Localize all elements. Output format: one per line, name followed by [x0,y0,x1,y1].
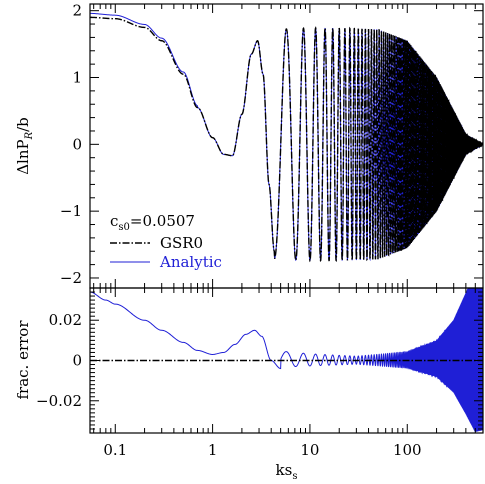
bottom-ytick-label: 0.02 [49,311,82,329]
legend-label-gsr0: GSR0 [160,234,203,252]
top-ytick-label: 0 [72,135,82,153]
x-axis-label: kss [276,461,298,482]
xtick-label: 0.1 [103,441,127,459]
bottom-y-axis-label: frac. error [14,320,32,400]
error-analytic-line [90,288,483,432]
bottom-ytick-label: −0.02 [36,392,82,410]
top-ytick-label: −1 [60,202,82,220]
top-y-axis-label: ΔlnPR/b [14,117,35,175]
xtick-label: 10 [300,441,319,459]
xtick-label: 1 [208,441,218,459]
legend-label-analytic: Analytic [159,253,222,271]
top-ytick-label: 2 [72,2,82,20]
series-gsr0-line [90,16,483,263]
top-ytick-label: 1 [72,69,82,87]
legend-title: cs0=0.0507 [110,212,195,233]
top-ytick-label: −2 [60,269,82,287]
top-plot-area [90,12,483,263]
bottom-plot-area [90,288,483,432]
xtick-label: 100 [393,441,422,459]
bottom-ytick-label: 0 [72,352,82,370]
